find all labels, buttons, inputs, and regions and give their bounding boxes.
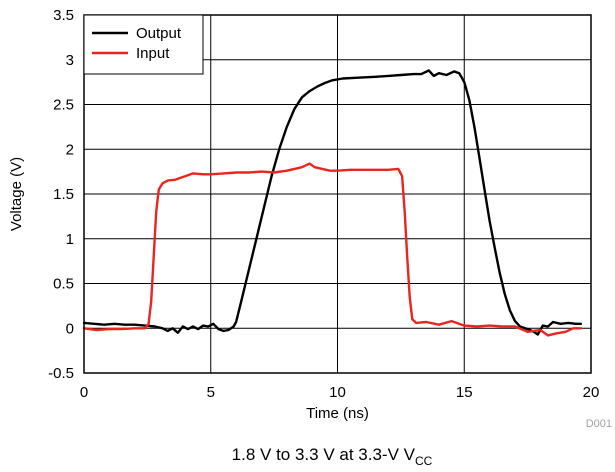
y-tick-labels: -0.5 0 0.5 1 1.5 2 2.5 3 3.5 bbox=[48, 7, 74, 382]
y-tick-label: 0.5 bbox=[53, 276, 74, 293]
legend-label-output: Output bbox=[136, 25, 182, 42]
series-group bbox=[82, 69, 583, 337]
series-line-output bbox=[82, 69, 583, 336]
y-tick-label: 3 bbox=[66, 52, 74, 69]
y-tick-label: 0 bbox=[66, 320, 74, 337]
x-axis-title: Time (ns) bbox=[306, 405, 369, 422]
plot-frame bbox=[83, 14, 592, 374]
x-tick-label: 20 bbox=[583, 384, 600, 401]
legend-label-input: Input bbox=[136, 45, 170, 62]
y-tick-label: 1 bbox=[66, 231, 74, 248]
chart-caption: 1.8 V to 3.3 V at 3.3-V VCC bbox=[232, 445, 433, 468]
y-tick-label: -0.5 bbox=[48, 365, 74, 382]
caption-text: 1.8 V to 3.3 V at 3.3-V V bbox=[232, 445, 416, 464]
y-tick-label: 2.5 bbox=[53, 97, 74, 114]
x-tick-label: 0 bbox=[80, 384, 88, 401]
caption-subscript: CC bbox=[415, 454, 433, 468]
x-tick-labels: 0 5 10 15 20 bbox=[80, 384, 600, 401]
y-tick-label: 3.5 bbox=[53, 7, 74, 24]
x-tick-label: 5 bbox=[207, 384, 215, 401]
y-axis-title: Voltage (V) bbox=[8, 157, 25, 231]
series-line-input bbox=[82, 162, 583, 337]
y-tick-label: 1.5 bbox=[53, 186, 74, 203]
figure-id: D001 bbox=[586, 418, 612, 430]
y-tick-label: 2 bbox=[66, 141, 74, 158]
x-tick-label: 10 bbox=[329, 384, 346, 401]
x-tick-label: 15 bbox=[456, 384, 473, 401]
legend: Output Input bbox=[83, 14, 204, 75]
grid bbox=[84, 15, 591, 373]
legend-box bbox=[83, 14, 204, 75]
